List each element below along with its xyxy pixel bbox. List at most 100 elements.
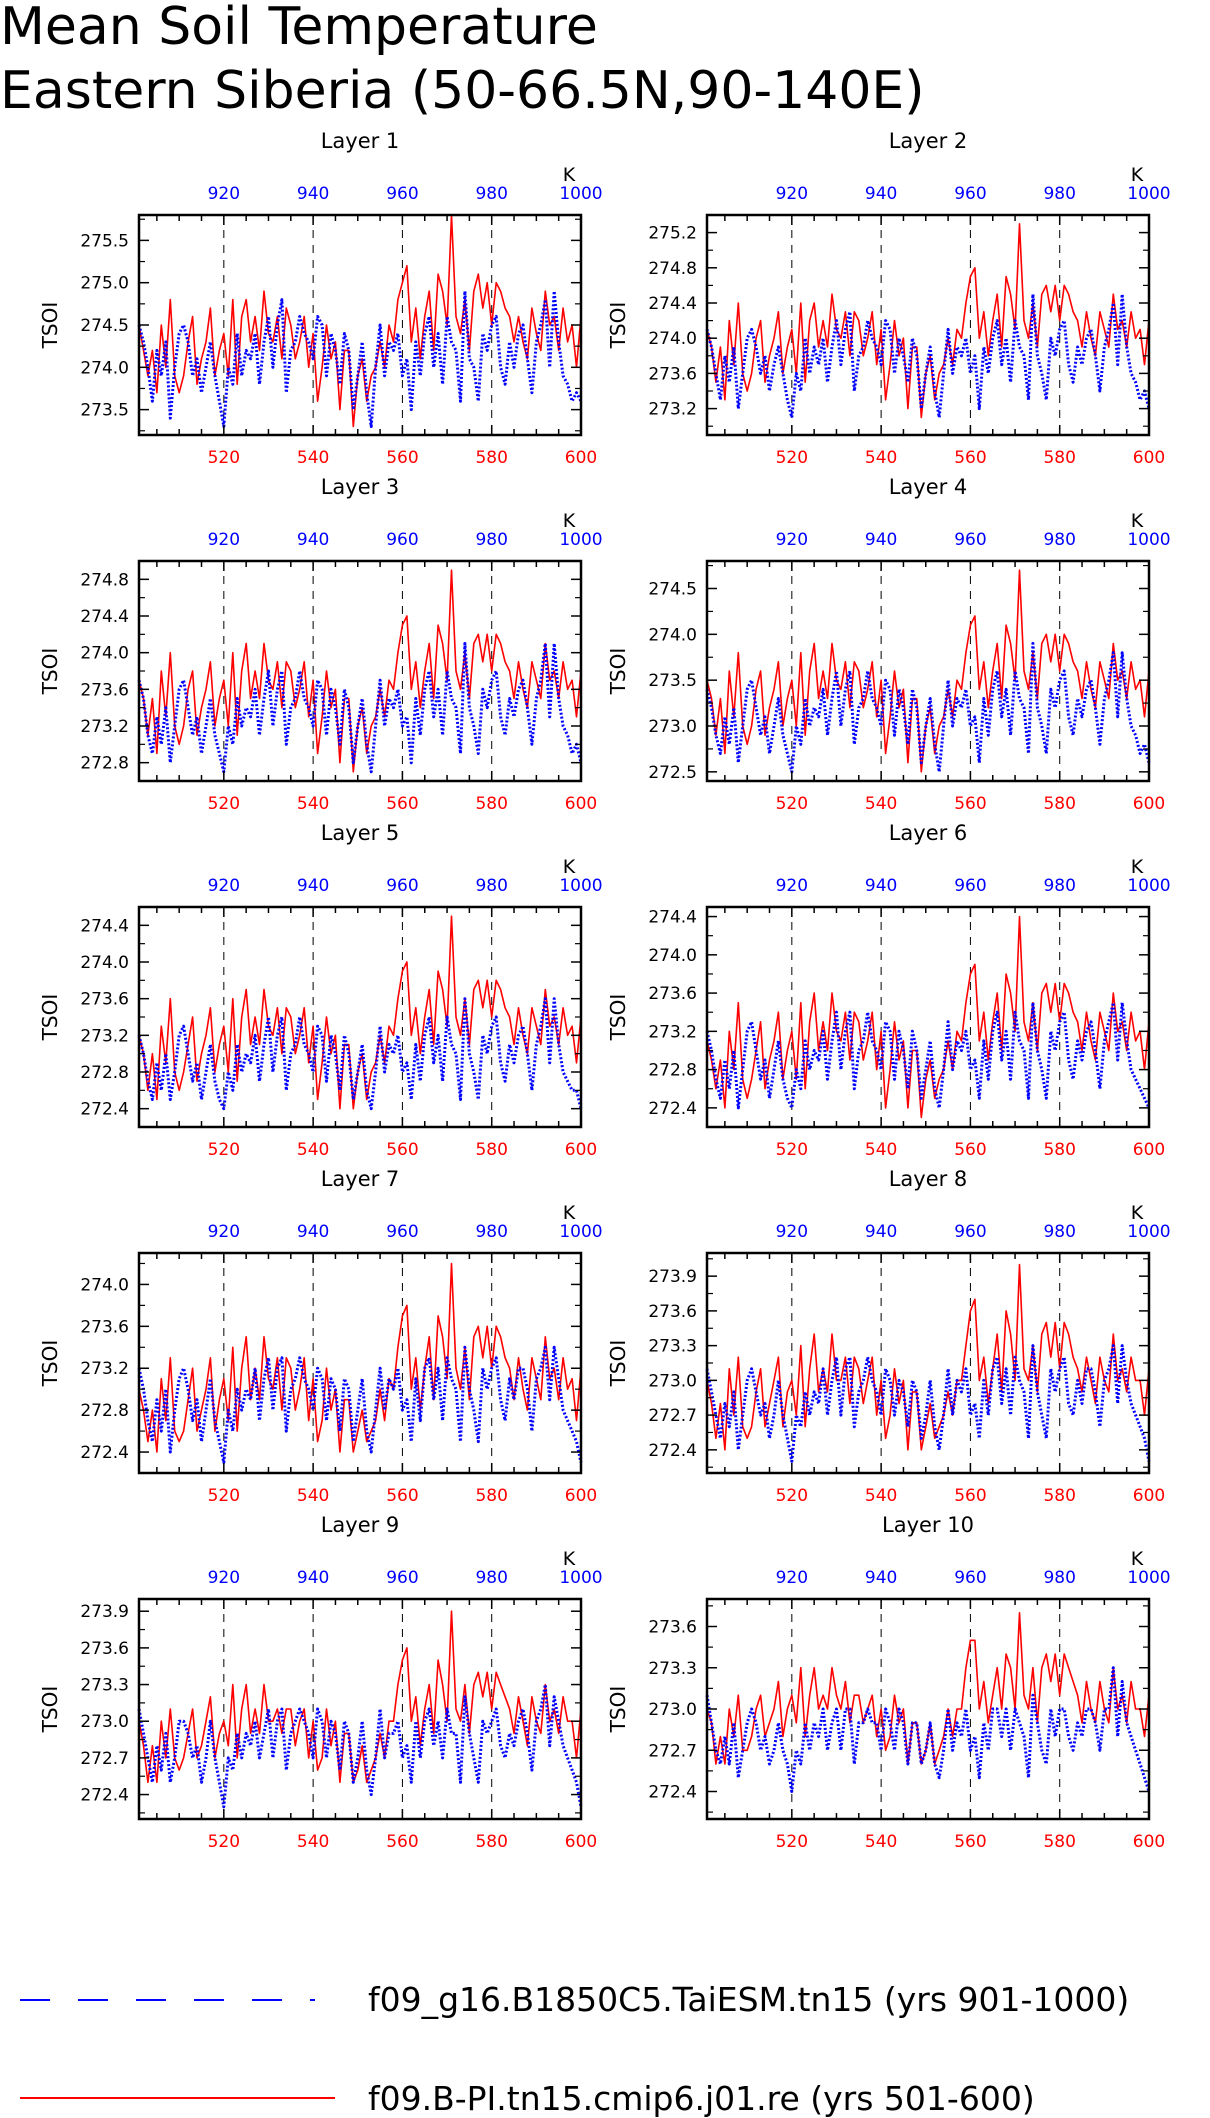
x-bottom-tick-label: 580 [1043,448,1075,468]
y-tick-label: 274.0 [648,625,697,645]
plot-frame [705,559,1151,783]
y-tick-label: 273.9 [648,1267,697,1287]
y-tick-label: 274.0 [648,329,697,349]
y-tick-label: 274.4 [648,908,697,928]
panel-title: Layer 7 [321,1167,400,1191]
y-tick-label: 274.5 [80,316,129,336]
y-tick-label: 273.6 [648,1302,697,1322]
y-tick-label: 273.3 [648,1337,697,1357]
series-line-red [706,915,1150,1119]
y-tick-label: 274.8 [80,570,129,590]
legend-label-red: f09.B-PI.tn15.cmip6.j01.re (yrs 501-600) [368,2079,1035,2118]
x-top-tick-label: 920 [208,1568,240,1588]
chart-panel: Layer 8 K 520 540 560 580 600 920 940 960 980 1000 2… [606,1167,1171,1506]
y-tick-label: 274.0 [648,946,697,966]
x-bottom-tick-label: 600 [565,448,597,468]
x-bottom-tick-label: 600 [1133,448,1165,468]
y-axis-label: TSOI [38,1340,62,1388]
x-bottom-tick-label: 560 [954,1832,986,1852]
x-top-tick-label: 940 [297,184,329,204]
y-tick-label: 272.4 [80,1443,129,1463]
x-top-tick-label: 1000 [1127,1568,1170,1588]
series-line-blue [137,642,583,774]
y-axis-label: TSOI [606,994,630,1042]
x-top-tick-label: 980 [475,876,507,896]
x-top-tick-label: 1000 [1127,1222,1170,1242]
x-bottom-tick-label: 520 [208,1140,240,1160]
y-tick-label: 275.0 [80,274,129,294]
y-tick-label: 273.5 [80,401,129,421]
y-tick-label: 273.6 [648,364,697,384]
top-axis-unit: K [563,856,576,878]
plot-frame [137,905,583,1129]
x-bottom-tick-label: 520 [776,1486,808,1506]
y-tick-label: 272.7 [648,1741,697,1761]
x-top-tick-label: 960 [386,876,418,896]
x-top-tick-label: 980 [475,184,507,204]
y-tick-label: 274.5 [648,580,697,600]
x-top-tick-label: 980 [1043,876,1075,896]
x-top-tick-label: 1000 [559,530,602,550]
series-line-blue [137,289,583,428]
x-bottom-tick-label: 580 [475,1832,507,1852]
panel-title: Layer 1 [321,129,400,153]
x-top-tick-label: 920 [776,1568,808,1588]
y-axis-label: TSOI [38,1686,62,1734]
x-bottom-tick-label: 580 [475,1140,507,1160]
x-bottom-tick-label: 540 [865,1832,897,1852]
y-tick-label: 272.4 [80,1100,129,1120]
plot-frame [705,905,1151,1129]
top-axis-unit: K [563,510,576,532]
x-top-tick-label: 960 [954,184,986,204]
panel-title: Layer 5 [321,821,400,845]
x-top-tick-label: 1000 [1127,184,1170,204]
y-tick-label: 273.6 [80,990,129,1010]
x-bottom-tick-label: 560 [386,1832,418,1852]
top-axis-unit: K [1131,1548,1144,1570]
x-bottom-tick-label: 600 [1133,794,1165,814]
series-line-blue [705,1344,1151,1463]
x-bottom-tick-label: 540 [297,448,329,468]
y-tick-label: 272.8 [80,754,129,774]
x-bottom-tick-label: 600 [1133,1832,1165,1852]
series-line-red [706,1263,1150,1451]
y-tick-label: 275.5 [80,231,129,251]
x-top-tick-label: 920 [208,1222,240,1242]
x-bottom-tick-label: 580 [1043,1140,1075,1160]
y-tick-label: 272.4 [648,1099,697,1119]
y-tick-label: 274.4 [648,294,697,314]
x-top-tick-label: 960 [386,184,418,204]
figure-title-line2: Eastern Siberia (50-66.5N,90-140E) [0,61,925,121]
y-tick-label: 273.6 [648,1618,697,1638]
x-bottom-tick-label: 540 [297,1832,329,1852]
x-top-tick-label: 980 [1043,530,1075,550]
plot-frame [137,559,583,783]
top-axis-unit: K [563,1202,576,1224]
panel-title: Layer 10 [882,1513,974,1537]
x-top-tick-label: 940 [297,876,329,896]
x-top-tick-label: 920 [776,1222,808,1242]
chart-panel: Layer 5 K 520 540 560 580 600 920 940 960 980 1000 2… [38,821,603,1160]
series-line-red [138,1262,582,1453]
y-axis-label: TSOI [606,1340,630,1388]
y-axis-label: TSOI [38,302,62,350]
x-top-tick-label: 940 [865,184,897,204]
x-bottom-tick-label: 580 [475,1486,507,1506]
x-top-tick-label: 940 [865,1568,897,1588]
y-tick-label: 273.6 [80,680,129,700]
y-tick-label: 275.2 [648,224,697,244]
top-axis-unit: K [1131,856,1144,878]
y-tick-label: 273.5 [648,671,697,691]
x-top-tick-label: 980 [1043,1568,1075,1588]
series-line-red [138,1610,582,1784]
x-top-tick-label: 940 [297,1568,329,1588]
chart-panel: Layer 3 K 520 540 560 580 600 920 940 960 980 1000 2… [38,475,603,814]
x-bottom-tick-label: 520 [208,794,240,814]
x-top-tick-label: 920 [208,876,240,896]
y-axis-label: TSOI [606,1686,630,1734]
series-line-blue [705,1666,1151,1793]
y-axis-label: TSOI [606,648,630,696]
x-bottom-tick-label: 540 [865,794,897,814]
series-line-red [138,569,582,773]
